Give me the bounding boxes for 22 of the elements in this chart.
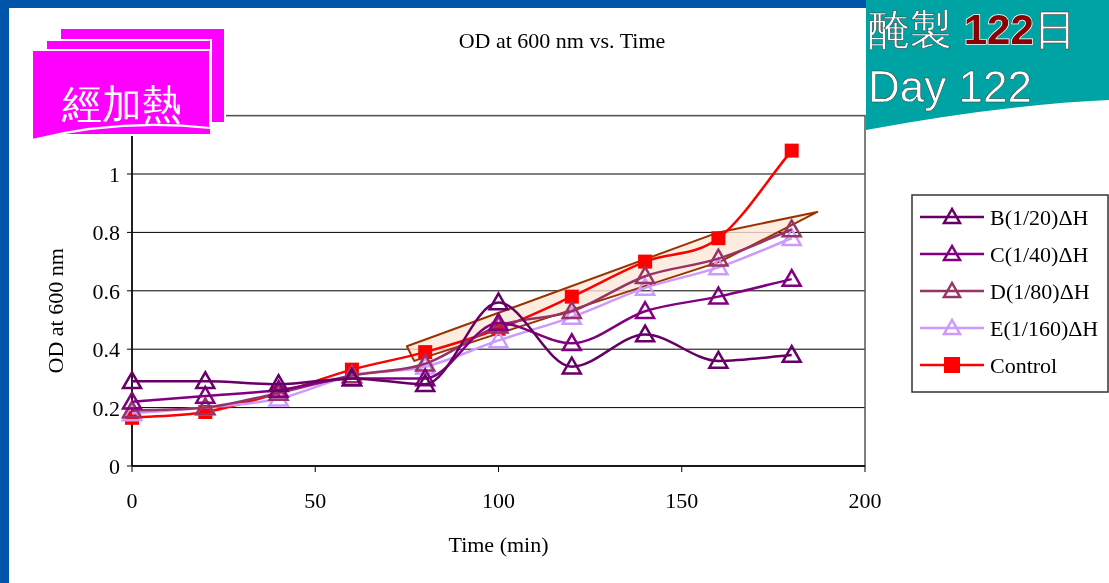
legend-label: C(1/40)ΔH	[990, 242, 1089, 267]
y-tick-label: 0	[109, 454, 120, 479]
y-tick-label: 0.8	[92, 220, 120, 246]
legend-label: E(1/160)ΔH	[990, 316, 1099, 341]
legend-label: B(1/20)ΔH	[990, 205, 1089, 230]
x-tick-label: 0	[126, 488, 138, 513]
annotation: 經加熱	[61, 82, 182, 126]
x-tick-label: 50	[304, 488, 327, 513]
legend-label: D(1/80)ΔH	[990, 279, 1090, 304]
x-tick-label: 200	[848, 488, 882, 513]
text: Day 122	[868, 62, 1032, 111]
text: 醃製 122日	[868, 6, 1076, 53]
y-tick-label: 0.6	[92, 278, 120, 304]
y-tick-label: 0.4	[92, 337, 120, 363]
x-tick-label: 150	[665, 488, 699, 513]
y-tick-label: 0.2	[92, 395, 120, 421]
legend-label: Control	[990, 353, 1058, 378]
x-tick-label: 100	[482, 488, 515, 513]
y-tick-label: 1	[109, 162, 120, 187]
x-axis-title: Time (min)	[448, 532, 549, 557]
chart-title: OD at 600 nm vs. Time	[458, 28, 666, 53]
y-axis-title: OD at 600 nm	[43, 248, 68, 374]
